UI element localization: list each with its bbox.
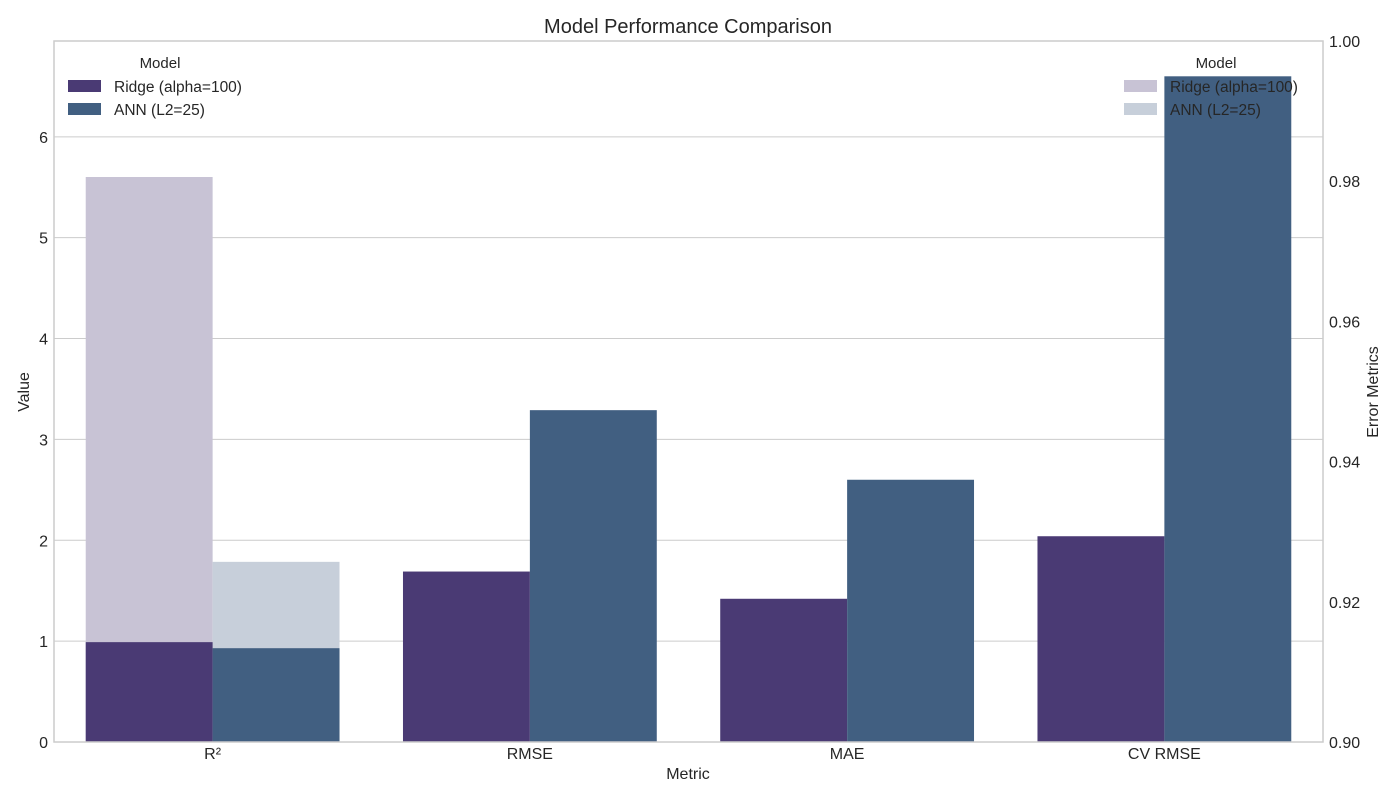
y-right-tick-label: 0.92 xyxy=(1329,595,1360,612)
y-axis-label: Value xyxy=(16,372,33,412)
legend-label: Ridge (alpha=100) xyxy=(114,79,242,96)
x-tick-label: MAE xyxy=(830,746,865,763)
legend-swatch xyxy=(68,103,101,115)
legend-label: Ridge (alpha=100) xyxy=(1170,79,1298,96)
chart-title: Model Performance Comparison xyxy=(544,16,832,38)
y-tick-label: 6 xyxy=(39,130,48,147)
y-tick-label: 0 xyxy=(39,735,48,752)
y-right-tick-label: 0.94 xyxy=(1329,455,1360,472)
x-tick-label: R² xyxy=(204,746,222,763)
legend-swatch xyxy=(1124,80,1157,92)
y-right-tick-label: 0.90 xyxy=(1329,735,1360,752)
bar xyxy=(1164,76,1292,743)
x-tick-label: RMSE xyxy=(507,746,553,763)
y-tick-label: 1 xyxy=(39,634,48,651)
x-axis-label: Metric xyxy=(666,766,710,783)
y-tick-label: 2 xyxy=(39,533,48,550)
bar xyxy=(212,648,340,742)
bar xyxy=(529,410,657,742)
y-right-tick-label: 1.00 xyxy=(1329,34,1360,51)
legend-title: Model xyxy=(140,55,181,72)
legend-swatch xyxy=(68,80,101,92)
plot-frame xyxy=(53,40,1324,743)
legend-swatch xyxy=(1124,103,1157,115)
bar xyxy=(402,571,530,742)
legend-label: ANN (L2=25) xyxy=(1170,102,1261,119)
bar xyxy=(1037,536,1165,742)
y-tick-label: 4 xyxy=(39,332,48,349)
bar xyxy=(847,479,975,742)
legend-title: Model xyxy=(1196,55,1237,72)
legend-label: ANN (L2=25) xyxy=(114,102,205,119)
bar xyxy=(85,642,213,742)
legend: Model Ridge (alpha=100) ANN (L2=25) xyxy=(68,55,242,119)
y-right-tick-label: 0.98 xyxy=(1329,174,1360,191)
y-tick-label: 3 xyxy=(39,432,48,449)
y-axis-label-right: Error Metrics xyxy=(1365,346,1382,438)
x-tick-label: CV RMSE xyxy=(1128,746,1201,763)
bar xyxy=(720,598,848,742)
y-right-tick-label: 0.96 xyxy=(1329,314,1360,331)
legend: Model Ridge (alpha=100) ANN (L2=25) xyxy=(1124,55,1298,119)
y-tick-label: 5 xyxy=(39,231,48,248)
